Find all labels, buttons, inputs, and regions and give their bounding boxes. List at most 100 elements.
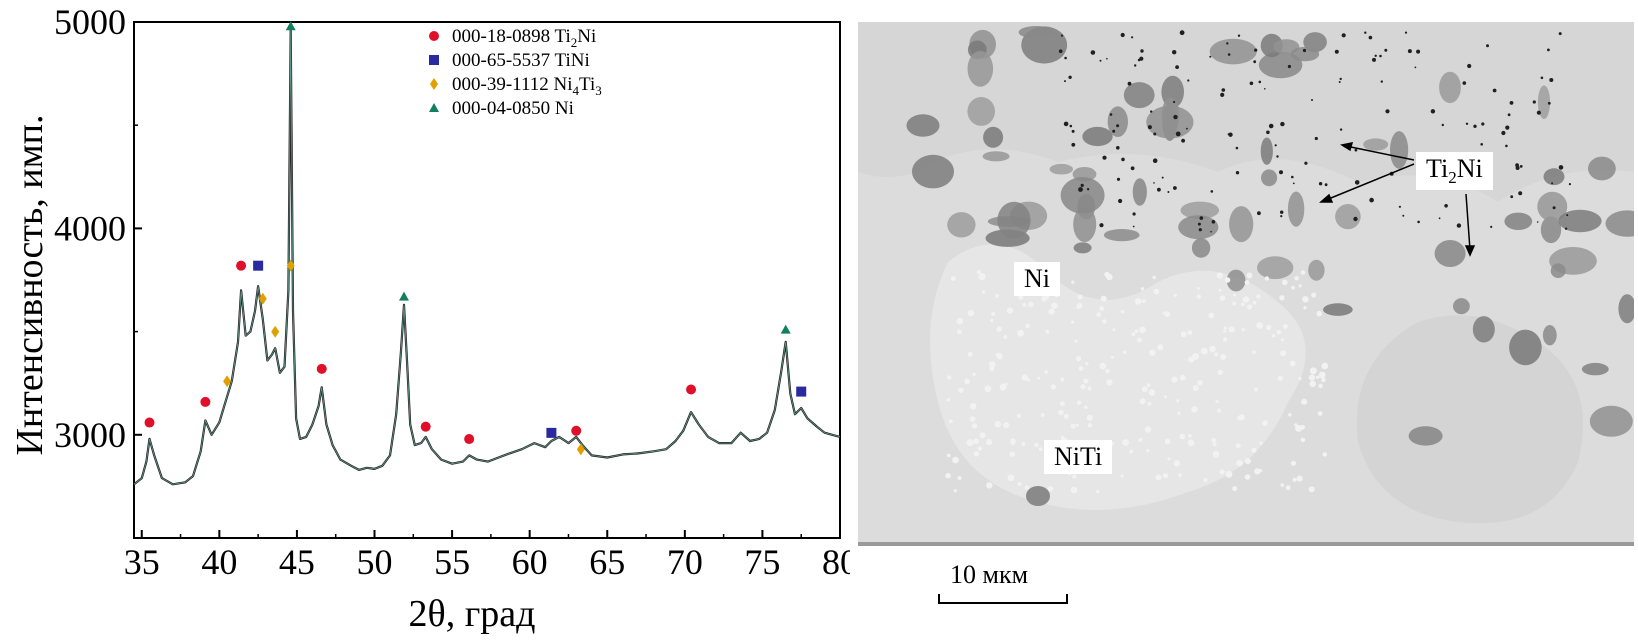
inclusion-dot: [1505, 144, 1508, 148]
niti-grain: [1173, 460, 1180, 467]
niti-grain: [1152, 275, 1156, 280]
niti-grain: [1300, 437, 1306, 443]
inclusion-dot: [1090, 50, 1096, 55]
x-tick-label: 80: [822, 542, 850, 582]
niti-grain: [958, 387, 964, 393]
inclusion-dot: [1175, 65, 1179, 69]
ti2ni-particle: [1537, 191, 1568, 222]
inclusion-dot: [1132, 225, 1135, 228]
niti-grain: [946, 398, 951, 402]
peak-marker: [464, 434, 475, 445]
niti-grain: [1139, 398, 1146, 405]
niti-grain: [1180, 331, 1187, 338]
ti2ni-particle: [1209, 38, 1257, 65]
niti-grain: [1122, 439, 1129, 446]
ti2ni-particle: [983, 126, 1004, 148]
niti-grain: [1298, 284, 1302, 288]
niti-grain: [1196, 294, 1202, 299]
niti-grain: [1112, 328, 1116, 332]
niti-grain: [1224, 277, 1231, 283]
inclusion-dot: [1279, 170, 1283, 175]
inclusion-dot: [1430, 109, 1436, 114]
niti-grain: [1272, 334, 1276, 338]
inclusion-dot: [1099, 223, 1104, 228]
niti-grain: [1070, 320, 1075, 324]
scale-bar-label: 10 мкм: [950, 560, 1029, 589]
niti-grain: [1279, 295, 1285, 301]
ti2ni-particle: [1060, 177, 1105, 214]
niti-grain: [1209, 345, 1216, 353]
inclusion-dot: [1116, 146, 1120, 150]
inclusion-dot: [1339, 77, 1342, 81]
niti-grain: [1282, 279, 1288, 286]
niti-grain: [1041, 295, 1048, 302]
inclusion-dot: [1462, 81, 1467, 85]
legend-entry: 000-18-0898 Ti2Ni: [452, 26, 596, 50]
niti-grain: [1007, 474, 1015, 482]
niti-grain: [967, 351, 973, 357]
inclusion-dot: [1120, 32, 1125, 38]
legend-marker: [429, 55, 439, 65]
niti-grain: [1187, 439, 1195, 447]
niti-grain: [1232, 486, 1238, 492]
inclusion-dot: [1130, 166, 1135, 171]
inclusion-dot: [1116, 124, 1120, 128]
inclusion-dot: [1134, 64, 1137, 67]
niti-grain: [956, 329, 962, 335]
ti2ni-particle: [1049, 163, 1073, 175]
niti-grain: [1110, 355, 1114, 359]
niti-grain: [1134, 298, 1142, 305]
inclusion-dot: [1173, 186, 1177, 190]
niti-grain: [957, 476, 962, 480]
inclusion-dot: [1198, 228, 1202, 232]
x-tick-label: 55: [434, 542, 470, 582]
niti-grain: [1022, 303, 1027, 307]
inclusion-dot: [1167, 191, 1170, 193]
diffraction-pattern: [133, 29, 841, 486]
x-tick-label: 50: [357, 542, 393, 582]
inclusion-dot: [1353, 216, 1358, 222]
niti-grain: [1262, 420, 1268, 426]
ti2ni-particle: [1107, 106, 1128, 137]
niti-grain: [1106, 379, 1113, 386]
ti2ni-particle: [1542, 325, 1557, 346]
niti-grain: [1318, 371, 1326, 379]
niti-grain: [1280, 350, 1287, 357]
inclusion-dot: [1467, 63, 1472, 69]
legend-marker: [429, 31, 439, 41]
niti-grain: [1237, 415, 1243, 421]
inclusion-dot: [1264, 88, 1266, 90]
legend-entry: 000-65-5537 TiNi: [452, 50, 590, 71]
inclusion-dot: [1536, 221, 1539, 223]
inclusion-dot: [1547, 48, 1550, 52]
inclusion-dot: [1473, 124, 1477, 128]
inclusion-dot: [1187, 79, 1190, 82]
inclusion-dot: [1374, 54, 1377, 57]
inclusion-dot: [1292, 182, 1295, 185]
niti-grain: [1157, 344, 1164, 351]
inclusion-dot: [1172, 50, 1177, 55]
inclusion-dot: [1492, 88, 1497, 93]
niti-grain: [988, 361, 996, 368]
peak-marker: [420, 421, 431, 432]
x-tick-label: 60: [512, 542, 548, 582]
niti-grain: [1072, 474, 1077, 479]
niti-grain: [950, 276, 956, 281]
inclusion-dot: [1552, 206, 1556, 210]
niti-grain: [966, 439, 974, 447]
niti-grain: [1289, 360, 1296, 367]
niti-grain: [1222, 337, 1228, 342]
inclusion-dot: [1071, 129, 1075, 133]
niti-grain: [1025, 323, 1030, 329]
niti-grain: [1178, 473, 1182, 477]
niti-grain: [1192, 385, 1199, 391]
niti-grain: [1146, 383, 1151, 387]
niti-grain: [969, 416, 976, 422]
niti-grain: [1131, 332, 1136, 337]
niti-grain: [995, 294, 999, 298]
inclusion-dot: [1416, 49, 1421, 54]
niti-grain: [1040, 413, 1045, 417]
niti-grain: [1176, 399, 1180, 403]
ti2ni-particle: [1472, 316, 1495, 343]
